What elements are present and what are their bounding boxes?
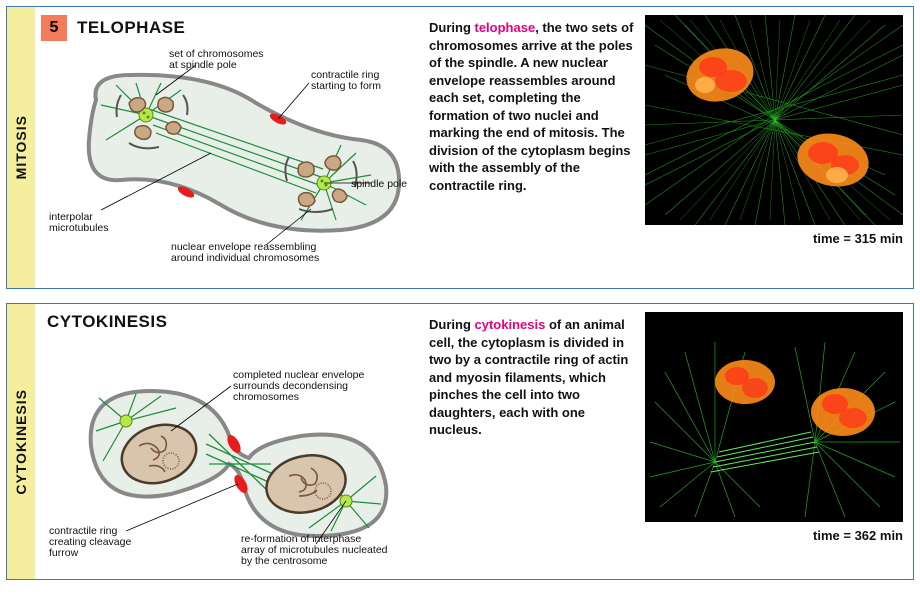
label-l2: contractile ringstarting to form: [311, 69, 381, 92]
desc-post: , the two sets of chromosomes arrive at …: [429, 20, 633, 193]
label-l2: re-formation of interphasearray of micro…: [241, 533, 388, 566]
side-tab-cytokinesis: CYTOKINESIS: [7, 304, 35, 579]
micrograph-cytokinesis: [645, 312, 903, 522]
phase-title: TELOPHASE: [77, 18, 185, 38]
image-col: time = 362 min: [642, 312, 903, 571]
label-l3: contractile ringcreating cleavagefurrow: [49, 525, 131, 559]
time-label: time = 362 min: [813, 528, 903, 543]
side-tab-label: MITOSIS: [13, 115, 29, 179]
desc-highlight: cytokinesis: [475, 317, 546, 332]
diagram-col: 5 TELOPHASE: [41, 15, 421, 280]
phase-header: 5 TELOPHASE: [41, 15, 421, 41]
centrosome-left: [120, 415, 132, 427]
phase-title: CYTOKINESIS: [47, 312, 167, 332]
telophase-diagram: set of chromosomesat spindle pole contra…: [41, 45, 421, 275]
panel-cytokinesis: CYTOKINESIS CYTOKINESIS: [6, 303, 914, 580]
label-l1: completed nuclear envelopesurrounds deco…: [233, 369, 364, 403]
phase-header: CYTOKINESIS: [41, 312, 421, 332]
label-l1: set of chromosomesat spindle pole: [169, 48, 264, 71]
desc-highlight: telophase: [475, 20, 536, 35]
label-l5: interpolarmicrotubules: [49, 211, 109, 234]
micrograph-telophase: [645, 15, 903, 225]
desc-pre: During: [429, 20, 475, 35]
side-tab-label: CYTOKINESIS: [13, 389, 29, 495]
description: During cytokinesis of an animal cell, th…: [429, 312, 634, 571]
cytokinesis-diagram: completed nuclear envelopesurrounds deco…: [41, 336, 421, 566]
panel-body: 5 TELOPHASE: [35, 7, 913, 288]
side-tab-mitosis: MITOSIS: [7, 7, 35, 288]
label-l3: spindle pole: [351, 178, 407, 190]
panel-mitosis: MITOSIS 5 TELOPHASE: [6, 6, 914, 289]
description: During telophase, the two sets of chromo…: [429, 15, 634, 280]
desc-pre: During: [429, 317, 475, 332]
panel-body: CYTOKINESIS: [35, 304, 913, 579]
time-label: time = 315 min: [813, 231, 903, 246]
image-col: time = 315 min: [642, 15, 903, 280]
desc-post: of an animal cell, the cytoplasm is divi…: [429, 317, 628, 437]
phase-number: 5: [41, 15, 67, 41]
diagram-col: CYTOKINESIS: [41, 312, 421, 571]
label-l4: nuclear envelope reassemblingaround indi…: [171, 241, 319, 264]
